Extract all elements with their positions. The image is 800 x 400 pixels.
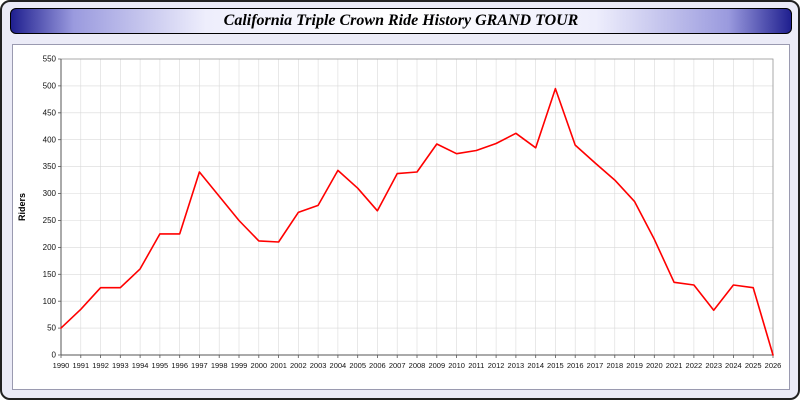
svg-text:300: 300 bbox=[43, 189, 57, 198]
svg-text:1995: 1995 bbox=[152, 361, 169, 370]
svg-text:400: 400 bbox=[43, 135, 57, 144]
svg-text:2005: 2005 bbox=[349, 361, 366, 370]
svg-text:200: 200 bbox=[43, 243, 57, 252]
svg-text:50: 50 bbox=[47, 324, 56, 333]
svg-text:2010: 2010 bbox=[448, 361, 465, 370]
svg-text:2002: 2002 bbox=[290, 361, 307, 370]
svg-text:250: 250 bbox=[43, 216, 57, 225]
svg-text:Riders: Riders bbox=[17, 193, 27, 221]
svg-text:2022: 2022 bbox=[686, 361, 703, 370]
svg-text:1992: 1992 bbox=[92, 361, 109, 370]
svg-text:1993: 1993 bbox=[112, 361, 129, 370]
svg-text:2006: 2006 bbox=[369, 361, 386, 370]
svg-text:2003: 2003 bbox=[310, 361, 327, 370]
svg-text:550: 550 bbox=[43, 55, 57, 64]
svg-text:500: 500 bbox=[43, 82, 57, 91]
svg-text:0: 0 bbox=[52, 351, 57, 360]
svg-text:2004: 2004 bbox=[330, 361, 347, 370]
svg-text:1998: 1998 bbox=[211, 361, 228, 370]
svg-text:2011: 2011 bbox=[468, 361, 484, 370]
chart-frame: 1990 1991 1992 1993 1994 1995 1996 1997 1998 1999… bbox=[12, 44, 790, 390]
svg-text:2009: 2009 bbox=[428, 361, 445, 370]
svg-text:2016: 2016 bbox=[567, 361, 584, 370]
svg-text:2021: 2021 bbox=[666, 361, 683, 370]
svg-text:2025: 2025 bbox=[745, 361, 762, 370]
page-title: California Triple Crown Ride History GRA… bbox=[223, 12, 579, 29]
svg-text:1996: 1996 bbox=[171, 361, 188, 370]
svg-text:2023: 2023 bbox=[705, 361, 722, 370]
svg-text:100: 100 bbox=[43, 297, 57, 306]
svg-text:350: 350 bbox=[43, 162, 57, 171]
svg-text:150: 150 bbox=[43, 270, 57, 279]
svg-text:1997: 1997 bbox=[191, 361, 208, 370]
svg-text:2000: 2000 bbox=[250, 361, 267, 370]
svg-text:1999: 1999 bbox=[231, 361, 248, 370]
svg-text:2024: 2024 bbox=[725, 361, 742, 370]
svg-text:2013: 2013 bbox=[508, 361, 525, 370]
svg-text:2007: 2007 bbox=[389, 361, 406, 370]
svg-text:2017: 2017 bbox=[587, 361, 604, 370]
svg-text:2008: 2008 bbox=[409, 361, 426, 370]
svg-text:2019: 2019 bbox=[626, 361, 643, 370]
title-bar: California Triple Crown Ride History GRA… bbox=[10, 8, 792, 34]
ride-history-chart-svg: 1990 1991 1992 1993 1994 1995 1996 1997 1998 1999… bbox=[17, 55, 782, 370]
svg-text:2012: 2012 bbox=[488, 361, 505, 370]
svg-text:450: 450 bbox=[43, 108, 57, 117]
svg-text:2020: 2020 bbox=[646, 361, 663, 370]
svg-text:1990: 1990 bbox=[53, 361, 70, 370]
svg-text:2018: 2018 bbox=[606, 361, 623, 370]
svg-text:2014: 2014 bbox=[527, 361, 544, 370]
svg-text:2026: 2026 bbox=[765, 361, 782, 370]
svg-text:1994: 1994 bbox=[132, 361, 149, 370]
svg-text:2001: 2001 bbox=[270, 361, 287, 370]
svg-text:2015: 2015 bbox=[547, 361, 564, 370]
svg-text:1991: 1991 bbox=[72, 361, 89, 370]
